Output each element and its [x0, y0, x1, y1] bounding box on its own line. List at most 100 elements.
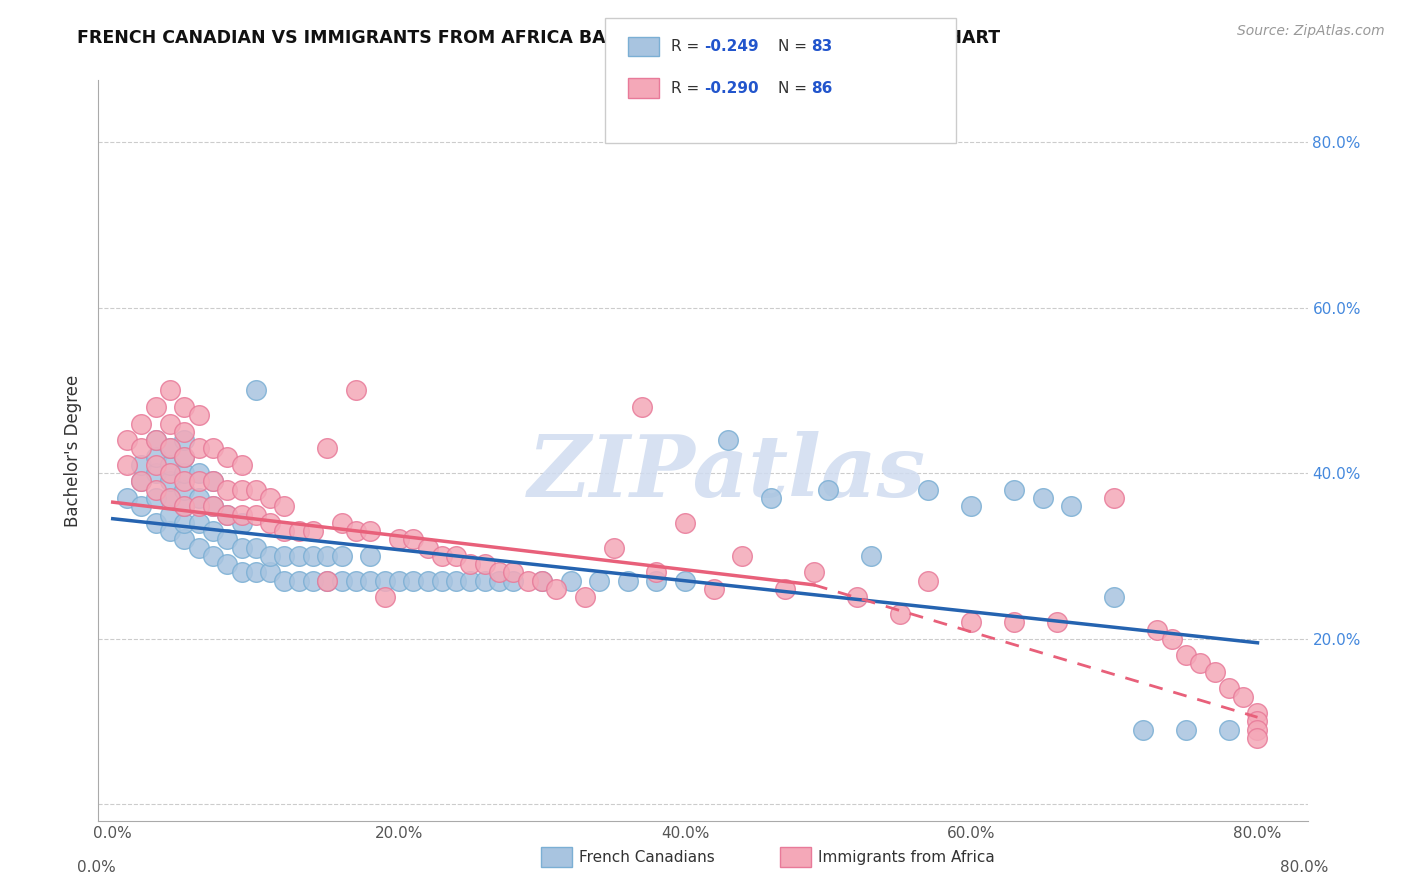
- Point: [159, 417, 181, 431]
- Point: [430, 574, 453, 588]
- Point: [145, 400, 167, 414]
- Point: [1246, 714, 1268, 729]
- Point: [173, 500, 195, 514]
- Point: [1146, 624, 1168, 638]
- Point: [187, 467, 209, 481]
- Point: [1174, 723, 1197, 737]
- Point: [1104, 491, 1126, 505]
- Point: [717, 433, 740, 447]
- Point: [444, 574, 467, 588]
- Point: [159, 508, 181, 522]
- Point: [201, 500, 224, 514]
- Point: [460, 574, 482, 588]
- Point: [474, 558, 496, 572]
- Point: [159, 467, 181, 481]
- Point: [217, 558, 239, 572]
- Text: -0.290: -0.290: [704, 81, 759, 95]
- Point: [502, 574, 524, 588]
- Point: [115, 433, 138, 447]
- Y-axis label: Bachelor's Degree: Bachelor's Degree: [65, 375, 83, 526]
- Point: [245, 566, 267, 580]
- Point: [245, 384, 267, 398]
- Text: -0.249: -0.249: [704, 39, 759, 54]
- Point: [1218, 681, 1240, 696]
- Point: [602, 541, 624, 555]
- Point: [201, 500, 224, 514]
- Point: [388, 533, 411, 547]
- Point: [201, 442, 224, 456]
- Point: [187, 516, 209, 530]
- Point: [187, 475, 209, 489]
- Point: [388, 574, 411, 588]
- Point: [488, 574, 510, 588]
- Point: [1189, 657, 1212, 671]
- Point: [159, 384, 181, 398]
- Point: [273, 574, 295, 588]
- Point: [245, 541, 267, 555]
- Point: [631, 400, 654, 414]
- Point: [1246, 723, 1268, 737]
- Point: [673, 574, 696, 588]
- Point: [374, 591, 396, 605]
- Text: R =: R =: [671, 81, 704, 95]
- Point: [231, 516, 253, 530]
- Point: [344, 524, 367, 538]
- Point: [187, 491, 209, 505]
- Point: [259, 549, 281, 563]
- Point: [159, 491, 181, 505]
- Point: [1246, 731, 1268, 745]
- Point: [145, 458, 167, 472]
- Point: [231, 508, 253, 522]
- Point: [159, 442, 181, 456]
- Point: [359, 524, 381, 538]
- Point: [817, 483, 839, 497]
- Point: [173, 400, 195, 414]
- Point: [374, 574, 396, 588]
- Point: [502, 566, 524, 580]
- Point: [1002, 615, 1025, 629]
- Point: [430, 549, 453, 563]
- Point: [316, 574, 339, 588]
- Point: [145, 467, 167, 481]
- Point: [287, 524, 309, 538]
- Point: [860, 549, 883, 563]
- Text: FRENCH CANADIAN VS IMMIGRANTS FROM AFRICA BACHELOR'S DEGREE CORRELATION CHART: FRENCH CANADIAN VS IMMIGRANTS FROM AFRIC…: [77, 29, 1001, 46]
- Point: [201, 475, 224, 489]
- Point: [1046, 615, 1069, 629]
- Point: [402, 533, 425, 547]
- Point: [516, 574, 538, 588]
- Point: [287, 549, 309, 563]
- Point: [617, 574, 640, 588]
- Point: [173, 467, 195, 481]
- Point: [173, 533, 195, 547]
- Text: N =: N =: [778, 81, 811, 95]
- Point: [259, 491, 281, 505]
- Point: [488, 566, 510, 580]
- Point: [316, 442, 339, 456]
- Text: French Canadians: French Canadians: [579, 850, 716, 864]
- Point: [1160, 632, 1182, 646]
- Point: [960, 500, 983, 514]
- Point: [474, 574, 496, 588]
- Point: [217, 508, 239, 522]
- Point: [187, 442, 209, 456]
- Point: [131, 475, 153, 489]
- Point: [173, 500, 195, 514]
- Point: [187, 541, 209, 555]
- Point: [731, 549, 754, 563]
- Point: [645, 566, 668, 580]
- Point: [115, 458, 138, 472]
- Point: [673, 516, 696, 530]
- Text: 0.0%: 0.0%: [77, 860, 117, 874]
- Point: [131, 442, 153, 456]
- Point: [645, 574, 668, 588]
- Point: [173, 483, 195, 497]
- Point: [302, 524, 325, 538]
- Point: [201, 475, 224, 489]
- Point: [444, 549, 467, 563]
- Point: [245, 483, 267, 497]
- Point: [775, 582, 797, 596]
- Point: [131, 417, 153, 431]
- Point: [287, 574, 309, 588]
- Point: [173, 433, 195, 447]
